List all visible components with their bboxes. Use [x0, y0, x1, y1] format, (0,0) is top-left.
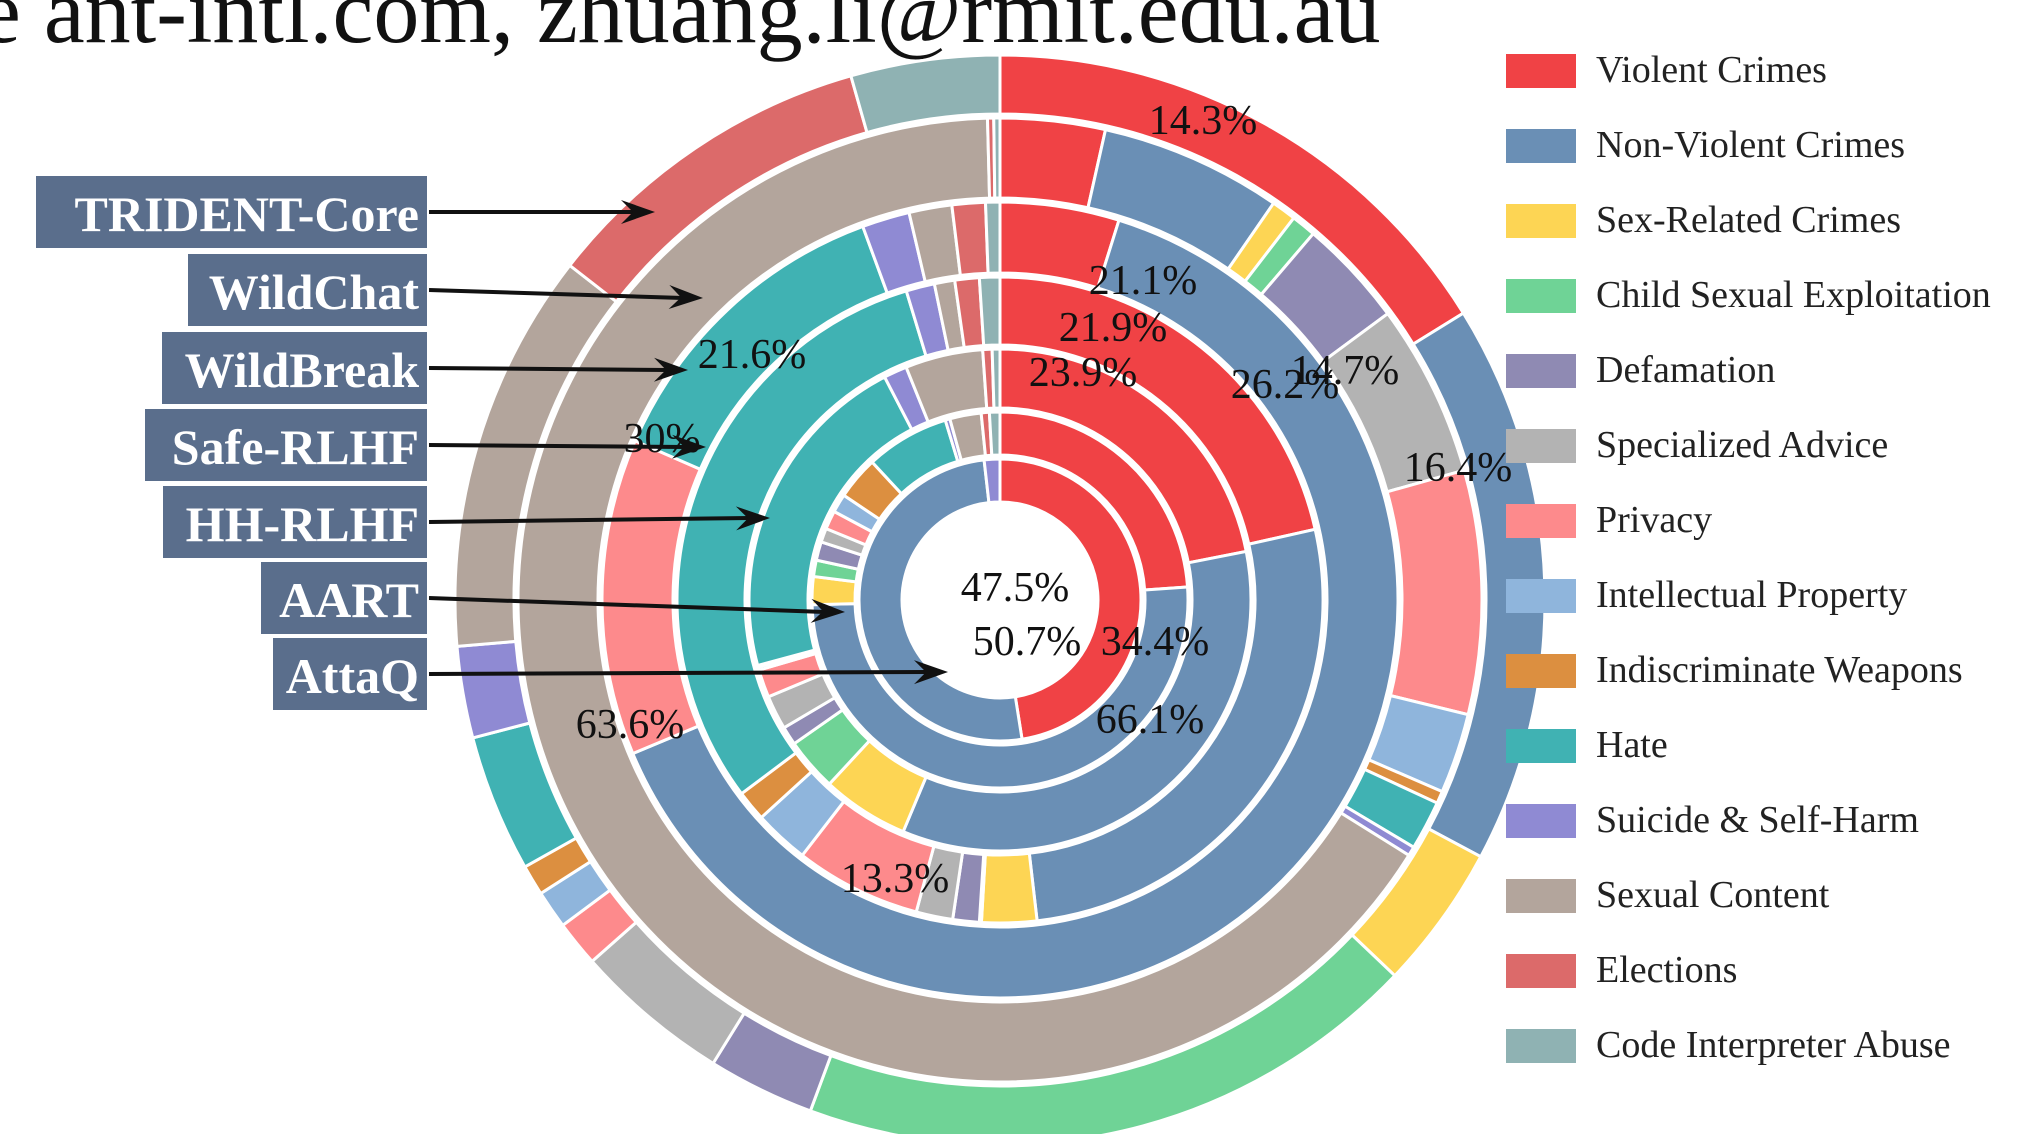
- arrowhead-aart: [810, 598, 845, 623]
- arrowhead-wildchat: [668, 285, 703, 310]
- legend-swatch: [1506, 54, 1576, 88]
- slice-safe-rlhf-hate: [675, 289, 928, 796]
- arrowhead-attaq: [913, 660, 948, 685]
- legend-swatch: [1506, 804, 1576, 838]
- legend-swatch: [1506, 354, 1576, 388]
- slice-safe-rlhf-code-interpreter-abuse: [977, 275, 1002, 348]
- legend-label: Indiscriminate Weapons: [1596, 649, 1963, 691]
- legend-swatch: [1506, 954, 1576, 988]
- data-label: 21.9%: [1059, 305, 1168, 351]
- data-label: 23.9%: [1029, 350, 1138, 396]
- dataset-tag-hh-rlhf: HH-RLHF: [161, 484, 429, 560]
- legend-label: Suicide & Self-Harm: [1596, 799, 1919, 841]
- legend-label: Intellectual Property: [1596, 574, 1908, 616]
- legend-swatch: [1506, 1029, 1576, 1063]
- legend-label: Non-Violent Crimes: [1596, 124, 1906, 166]
- data-label: 30%: [624, 416, 701, 462]
- data-label: 47.5%: [961, 565, 1070, 611]
- legend-swatch: [1506, 279, 1576, 313]
- dataset-tag-attaq: AttaQ: [271, 636, 429, 712]
- dataset-tag-wildbreak: WildBreak: [160, 330, 429, 406]
- slice-wildbreak-code-interpreter-abuse: [983, 200, 1002, 275]
- legend-swatch: [1506, 129, 1576, 163]
- legend-swatch: [1506, 204, 1576, 238]
- slice-aart-code-interpreter-abuse: [987, 410, 1002, 457]
- legend-swatch: [1506, 879, 1576, 913]
- dataset-tag-aart: AART: [259, 560, 429, 636]
- data-label: 14.7%: [1291, 348, 1400, 394]
- data-label: 26.2%: [1231, 362, 1340, 408]
- data-label: 66.1%: [1096, 697, 1205, 743]
- arrowhead-hh-rlhf: [735, 506, 770, 531]
- legend-label: Child Sexual Exploitation: [1596, 274, 1991, 316]
- legend-label: Hate: [1596, 724, 1668, 766]
- legend-label: Code Interpreter Abuse: [1596, 1024, 1951, 1066]
- arrowhead-trident-core: [621, 200, 655, 224]
- slice-wildchat-code-interpreter-abuse: [992, 116, 1002, 200]
- header-email-text: e ant-intl.com, zhuang.li@rmit.edu.au: [0, 0, 1381, 62]
- arrow-hh-rlhf: [428, 516, 751, 524]
- legend-swatch: [1506, 504, 1576, 538]
- slice-hh-rlhf-non-violent-crimes: [901, 549, 1253, 853]
- data-label: 21.6%: [698, 332, 807, 378]
- data-label: 63.6%: [576, 702, 685, 748]
- legend-swatch: [1506, 579, 1576, 613]
- slice-trident-core-code-interpreter-abuse: [849, 53, 1002, 135]
- data-label: 16.4%: [1404, 445, 1513, 491]
- arrow-aart: [428, 596, 826, 614]
- dataset-tag-safe-rlhf: Safe-RLHF: [143, 407, 429, 483]
- legend-swatch: [1506, 729, 1576, 763]
- data-label: 21.1%: [1089, 258, 1198, 304]
- arrowhead-wildbreak: [653, 357, 688, 382]
- legend-swatch: [1506, 654, 1576, 688]
- slice-trident-core-suicide-self-harm: [455, 639, 532, 740]
- arrow-attaq: [428, 670, 929, 676]
- legend-label: Privacy: [1596, 499, 1713, 541]
- data-label: 14.3%: [1149, 98, 1258, 144]
- legend-label: Specialized Advice: [1596, 424, 1889, 466]
- legend-label: Sex-Related Crimes: [1596, 199, 1901, 241]
- dataset-tag-wildchat: WildChat: [186, 252, 429, 328]
- data-label: 13.3%: [841, 856, 950, 902]
- legend-label: Sexual Content: [1596, 874, 1830, 916]
- slice-wildchat-sexual-content: [516, 116, 1411, 1084]
- data-label: 34.4%: [1101, 619, 1210, 665]
- slice-attaq-violent-crimes: [998, 457, 1143, 741]
- arrow-safe-rlhf: [428, 443, 687, 449]
- slice-safe-rlhf-sex-related-crimes: [979, 851, 1039, 925]
- data-label: 50.7%: [973, 619, 1082, 665]
- arrow-wildchat: [428, 288, 684, 300]
- legend-label: Violent Crimes: [1596, 49, 1827, 91]
- arrow-wildbreak: [428, 366, 669, 372]
- dataset-tag-trident-core: TRIDENT-Core: [34, 174, 429, 250]
- slice-wildchat-privacy: [1385, 468, 1484, 717]
- slice-hh-rlhf-code-interpreter-abuse: [990, 347, 1002, 410]
- slice-wildbreak-non-violent-crimes: [630, 218, 1400, 1000]
- arrowhead-safe-rlhf: [671, 434, 706, 459]
- legend-swatch: [1506, 429, 1576, 463]
- legend-label: Elections: [1596, 949, 1738, 991]
- slice-attaq-suicide-self-harm: [982, 457, 1002, 505]
- slice-aart-non-violent-crimes: [810, 585, 1190, 790]
- legend-label: Defamation: [1596, 349, 1776, 391]
